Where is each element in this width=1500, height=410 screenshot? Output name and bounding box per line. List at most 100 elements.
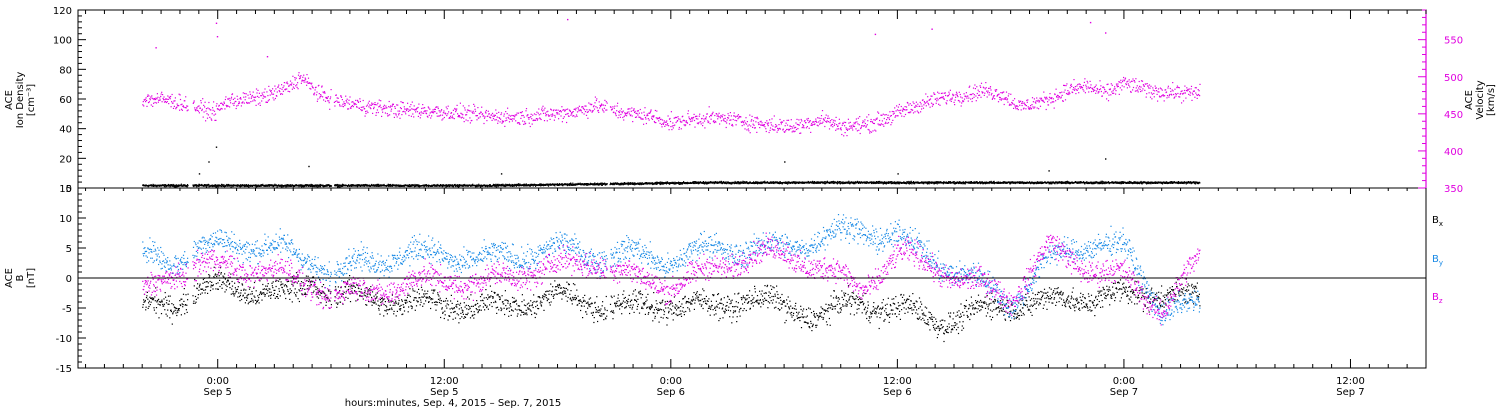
data-point: [290, 184, 292, 186]
data-point: [291, 82, 293, 84]
data-point: [242, 92, 244, 94]
data-point: [337, 185, 339, 187]
data-point: [1169, 181, 1171, 183]
data-point: [1189, 182, 1191, 184]
data-point: [1066, 182, 1068, 184]
data-point: [146, 105, 148, 107]
data-point: [674, 181, 676, 183]
data-point: [942, 183, 944, 185]
data-point: [290, 84, 293, 86]
data-point: [585, 114, 588, 116]
data-point: [248, 102, 251, 104]
data-point: [537, 118, 539, 120]
data-point: [764, 180, 766, 182]
data-point: [304, 79, 306, 81]
data-point: [573, 184, 575, 186]
data-point: [204, 184, 206, 186]
data-point: [270, 90, 272, 93]
data-point: [351, 101, 353, 103]
data-point: [382, 111, 384, 113]
data-point: [441, 109, 443, 111]
data-point: [737, 181, 739, 183]
data-point: [692, 181, 694, 183]
data-point: [452, 184, 454, 186]
data-point: [272, 184, 274, 187]
data-point: [523, 116, 525, 118]
data-point: [241, 185, 243, 187]
data-point: [386, 107, 388, 109]
data-point: [358, 107, 360, 109]
data-point: [981, 182, 983, 184]
data-point: [156, 185, 158, 187]
data-point: [624, 114, 626, 116]
data-point: [244, 99, 246, 101]
data-point: [419, 112, 421, 114]
data-point: [443, 184, 445, 186]
top-panel-points: [142, 18, 1201, 188]
data-point: [167, 98, 169, 100]
data-point: [146, 95, 149, 97]
data-point: [183, 184, 185, 186]
data-point: [1190, 181, 1192, 183]
data-point: [247, 102, 250, 104]
data-point: [443, 110, 445, 112]
data-point: [285, 82, 287, 84]
data-point: [403, 110, 405, 112]
data-point: [347, 102, 349, 104]
data-point: [674, 183, 676, 185]
data-point: [923, 182, 925, 184]
data-point: [755, 181, 757, 183]
data-point: [429, 108, 431, 110]
data-point: [489, 184, 491, 186]
data-point: [180, 108, 183, 110]
data-point: [493, 184, 495, 186]
data-point: [528, 122, 530, 124]
data-point: [875, 181, 878, 183]
data-point: [1014, 181, 1016, 183]
data-point: [878, 180, 880, 183]
data-point: [374, 104, 377, 106]
data-point: [627, 183, 629, 185]
data-point: [206, 117, 209, 119]
data-point: [218, 184, 220, 186]
data-point: [595, 99, 597, 102]
data-point: [564, 109, 566, 111]
data-point: [292, 75, 294, 77]
data-point: [778, 183, 781, 185]
data-point: [350, 106, 352, 108]
data-point: [593, 184, 596, 186]
data-point: [595, 106, 597, 108]
data-point: [353, 104, 355, 106]
data-point: [465, 114, 467, 116]
data-point: [612, 184, 614, 186]
data-point: [476, 119, 478, 121]
data-point: [731, 181, 733, 183]
data-point: [276, 186, 278, 188]
data-point: [1093, 181, 1095, 183]
data-point: [713, 181, 715, 183]
data-point: [963, 181, 965, 183]
data-point: [262, 183, 264, 185]
data-point: [209, 116, 211, 118]
data-point: [376, 185, 378, 187]
data-point: [572, 111, 574, 113]
data-point: [491, 119, 493, 121]
data-point: [342, 184, 344, 186]
data-point: [207, 107, 209, 109]
data-point: [578, 110, 580, 112]
data-point: [1079, 181, 1081, 183]
data-point: [606, 183, 608, 185]
data-point: [779, 181, 781, 183]
data-point: [515, 185, 517, 187]
data-point: [373, 106, 375, 108]
data-point: [879, 180, 881, 183]
data-point: [306, 84, 308, 86]
data-point: [964, 182, 966, 184]
data-point: [627, 181, 629, 184]
data-point: [1092, 183, 1094, 185]
data-point: [324, 100, 327, 102]
data-point: [991, 182, 993, 184]
data-point: [483, 184, 485, 186]
data-point: [360, 106, 362, 108]
